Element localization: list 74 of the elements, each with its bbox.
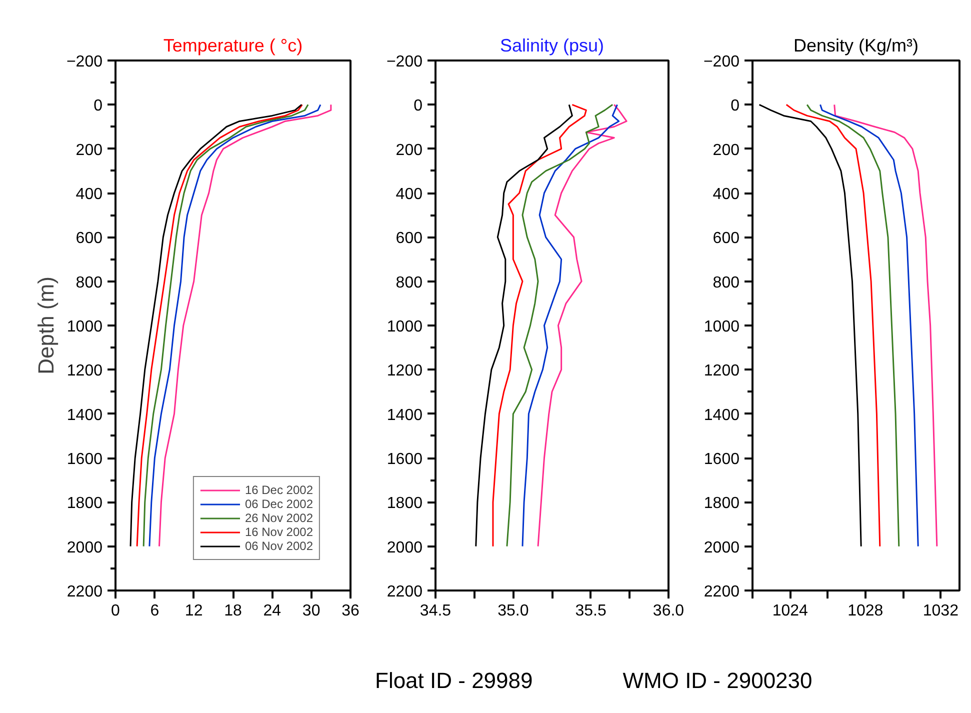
x-tick-label: 30 — [302, 602, 320, 620]
y-tick-label: 1400 — [66, 406, 103, 424]
y-tick-label: 1600 — [386, 451, 423, 468]
y-tick-label: −200 — [66, 54, 103, 70]
y-tick-label: 2200 — [704, 584, 740, 600]
x-tick-label: 1028 — [848, 602, 884, 620]
chart-title: Temperature ( °c) — [163, 36, 303, 56]
y-tick-label: 200 — [712, 142, 740, 159]
y-tick-label: 1000 — [386, 318, 423, 336]
y-tick-label: 200 — [76, 142, 103, 159]
y-tick-label: 1000 — [704, 318, 740, 336]
y-tick-label: 2000 — [66, 539, 103, 556]
y-tick-label: 0 — [94, 98, 103, 115]
text: WMO ID - 2900230 — [622, 668, 812, 693]
y-tick-label: 0 — [730, 98, 740, 115]
legend-label: 26 Nov 2002 — [244, 511, 313, 525]
line-series — [806, 104, 900, 548]
y-tick-label: −200 — [386, 54, 423, 70]
x-tick-label: 1032 — [922, 602, 959, 620]
x-tick-label: 6 — [150, 602, 160, 620]
text: Float ID - 29989 — [375, 668, 533, 693]
x-tick-label: 34.5 — [420, 602, 452, 620]
line-series — [758, 104, 862, 548]
y-tick-label: 1400 — [386, 406, 423, 424]
y-tick-label: 600 — [76, 230, 103, 248]
y-tick-label: 1400 — [704, 406, 740, 424]
y-tick-label: 2000 — [704, 539, 740, 556]
y-tick-label: 800 — [76, 274, 103, 292]
x-tick-label: 35.0 — [498, 602, 529, 620]
line-series — [492, 104, 587, 548]
y-tick-label: 2000 — [386, 539, 423, 556]
y-tick-label: 600 — [396, 230, 423, 248]
x-tick-label: 36.0 — [652, 602, 684, 620]
x-tick-label: 18 — [224, 602, 242, 620]
y-tick-label: 800 — [712, 274, 740, 292]
line-series — [786, 104, 881, 548]
y-tick-label: 1000 — [66, 318, 103, 336]
legend-label: 06 Dec 2002 — [244, 497, 313, 511]
y-tick-label: −200 — [703, 54, 740, 70]
x-tick-label: 35.5 — [575, 602, 607, 620]
y-tick-label: 800 — [396, 274, 423, 292]
line-series — [537, 104, 628, 548]
line-series — [819, 104, 919, 548]
line-series — [475, 104, 573, 548]
y-tick-label: 400 — [396, 186, 423, 203]
line-series — [522, 104, 620, 548]
y-tick-label: 0 — [414, 98, 423, 115]
y-tick-label: 1800 — [66, 495, 103, 512]
y-tick-label: 1800 — [386, 495, 423, 512]
x-tick-label: 1024 — [772, 602, 808, 620]
chart-title: Density (Kg/m³) — [793, 36, 919, 56]
y-tick-label: 1200 — [66, 362, 103, 380]
line-series — [834, 104, 938, 548]
y-tick-label: 400 — [76, 186, 103, 203]
x-tick-label: 0 — [111, 602, 120, 620]
y-tick-label: 1600 — [704, 451, 740, 468]
y-tick-label: 200 — [396, 142, 423, 159]
x-tick-label: 12 — [184, 602, 203, 620]
legend-label: 16 Nov 2002 — [244, 525, 313, 539]
y-tick-label: 600 — [712, 230, 740, 248]
y-tick-label: 1200 — [386, 362, 423, 380]
y-tick-label: 2200 — [386, 584, 423, 600]
y-tick-label: 1800 — [704, 495, 740, 512]
y-axis-title: Depth (m) — [33, 276, 58, 374]
line-series — [506, 104, 614, 548]
chart-title: Salinity (psu) — [500, 36, 604, 56]
legend-label: 06 Nov 2002 — [244, 539, 313, 553]
x-tick-label: 36 — [342, 602, 360, 620]
x-tick-label: 24 — [263, 602, 282, 620]
y-tick-label: 1600 — [66, 451, 103, 468]
y-tick-label: 2200 — [66, 584, 103, 600]
y-tick-label: 400 — [712, 186, 740, 203]
y-tick-label: 1200 — [704, 362, 740, 380]
legend-label: 16 Dec 2002 — [244, 483, 313, 497]
